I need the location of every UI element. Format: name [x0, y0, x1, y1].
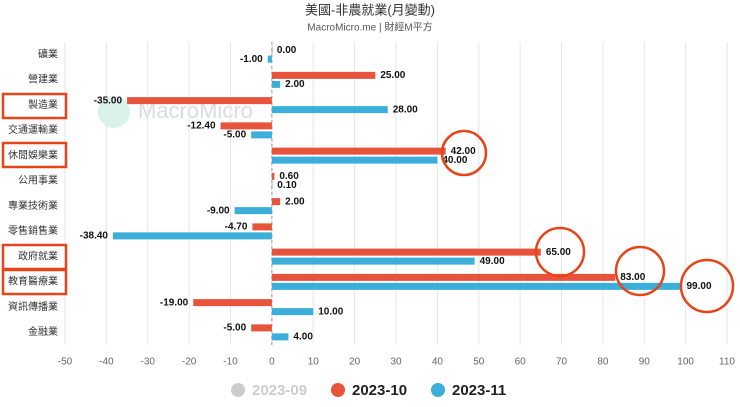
- y-tick-label: 礦業: [38, 47, 58, 60]
- value-label: 0.60: [279, 171, 299, 182]
- y-tick-label: 零售銷售業: [8, 224, 58, 237]
- x-tick-label: -30: [141, 357, 156, 368]
- value-label: -12.40: [187, 121, 216, 132]
- x-tick-label: 30: [390, 357, 402, 368]
- value-label: 4.00: [293, 332, 313, 343]
- bar: [193, 299, 272, 307]
- x-tick-label: 10: [308, 357, 320, 368]
- x-tick-label: 100: [677, 357, 694, 368]
- bar: [271, 273, 616, 281]
- y-tick-label: 休閒娛樂業: [8, 148, 58, 161]
- x-tick-label: 40: [432, 357, 444, 368]
- bar: [127, 97, 272, 105]
- value-label: 25.00: [380, 70, 405, 81]
- highlight-circle: [440, 129, 488, 177]
- highlight-circle: [534, 226, 586, 278]
- value-label: -1.00: [240, 54, 263, 65]
- chart-title: 美國-非農就業(月變動): [305, 2, 435, 17]
- bar: [271, 147, 446, 155]
- bar: [267, 55, 272, 63]
- value-label: 99.00: [686, 281, 711, 292]
- x-tick-label: -50: [58, 357, 73, 368]
- value-label: 49.00: [480, 256, 505, 267]
- bar: [251, 131, 272, 139]
- bar: [271, 282, 682, 290]
- highlight-box: [1, 141, 68, 169]
- value-label: -5.00: [223, 130, 246, 141]
- value-label: 0.00: [277, 45, 297, 56]
- value-label: -19.00: [160, 297, 189, 308]
- plot: -50 -40 -30 -20 -10 0 10 20 30 40 50 60 70 80 90 100 110…: [8, 42, 735, 399]
- bar: [271, 172, 275, 180]
- x-tick-label: -10: [223, 357, 238, 368]
- y-tick-label: 專業技術業: [8, 199, 58, 212]
- bar: [112, 232, 272, 240]
- value-label: -35.00: [94, 95, 123, 106]
- bar: [271, 248, 541, 256]
- bar: [271, 106, 388, 114]
- x-tick-label: 50: [473, 357, 485, 368]
- value-label: 83.00: [620, 272, 645, 283]
- value-label: -38.40: [80, 231, 109, 242]
- highlight-circle: [679, 258, 735, 314]
- legend-marker[interactable]: [231, 383, 245, 397]
- bar: [271, 46, 273, 54]
- bar: [252, 223, 272, 231]
- x-tick-label: 70: [556, 357, 568, 368]
- value-label: -4.70: [225, 222, 248, 233]
- value-label: 10.00: [318, 306, 343, 317]
- x-tick-label: -40: [99, 357, 114, 368]
- y-tick-label: 政府就業: [18, 249, 58, 262]
- bar: [251, 324, 272, 332]
- chart-subtitle: MacroMicro.me | 財經M平方: [307, 21, 432, 34]
- value-label: 40.00: [442, 155, 467, 166]
- y-tick-label: 營建業: [28, 73, 58, 86]
- value-label: 65.00: [546, 247, 571, 258]
- value-label: 2.00: [285, 79, 305, 90]
- y-tick-label: 公用事業: [18, 174, 58, 187]
- bar: [271, 333, 289, 341]
- y-tick-label: 資訊傳播業: [8, 300, 58, 313]
- bar: [271, 198, 281, 206]
- bar: [271, 308, 314, 316]
- legend-marker[interactable]: [431, 383, 445, 397]
- value-label: 0.10: [277, 180, 297, 191]
- x-tick-label: 110: [719, 357, 735, 368]
- x-tick-label: 60: [515, 357, 527, 368]
- bar: [271, 80, 281, 88]
- value-label: 2.00: [285, 196, 305, 207]
- value-label: -9.00: [207, 205, 230, 216]
- y-tick-label: 教育醫療業: [8, 275, 58, 288]
- bar: [234, 207, 272, 215]
- value-label: 42.00: [451, 146, 476, 157]
- bar: [271, 257, 475, 265]
- highlight-box: [1, 268, 68, 296]
- bar: [271, 71, 376, 79]
- y-tick-label: 交通運輸業: [8, 123, 58, 136]
- legend-label[interactable]: 2023-11: [452, 382, 506, 399]
- x-tick-label: 90: [639, 357, 651, 368]
- legend-label[interactable]: 2023-09: [252, 382, 307, 399]
- y-tick-label: 金融業: [28, 325, 58, 338]
- bar: [271, 156, 438, 164]
- value-label: 28.00: [393, 104, 418, 115]
- y-tick-label: 製造業: [28, 98, 58, 111]
- x-tick-label: 80: [597, 357, 609, 368]
- bar: [271, 181, 273, 189]
- legend-label[interactable]: 2023-10: [352, 382, 407, 399]
- highlight-box: [1, 92, 68, 120]
- value-label: -5.00: [223, 323, 246, 334]
- x-tick-label: -20: [182, 357, 197, 368]
- highlight-circle: [614, 245, 666, 297]
- highlights: [1, 92, 735, 314]
- x-tick-label: 20: [349, 357, 361, 368]
- legend-marker[interactable]: [331, 383, 345, 397]
- x-tick-label: 0: [269, 357, 275, 368]
- bar: [220, 122, 272, 130]
